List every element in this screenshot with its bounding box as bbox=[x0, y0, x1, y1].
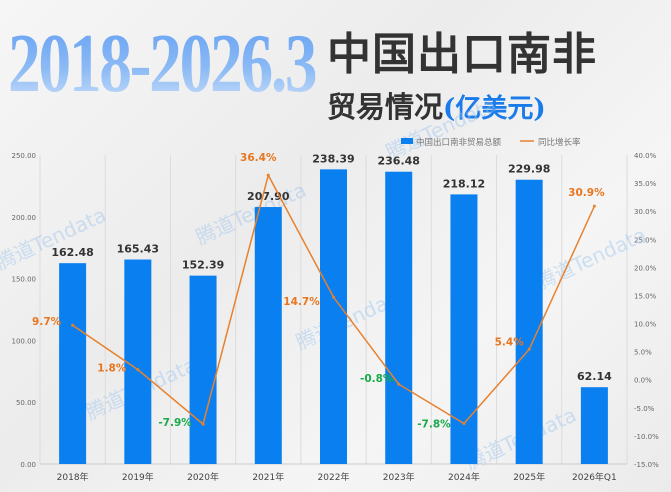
left-tick-label: 150.00 bbox=[12, 276, 37, 284]
left-tick-label: 200.00 bbox=[12, 214, 37, 222]
bar-value-label: 165.43 bbox=[117, 243, 159, 256]
right-tick-label: 10.0% bbox=[634, 321, 657, 329]
x-tick-label: 2025年 bbox=[513, 471, 545, 483]
right-tick-label: 0.0% bbox=[634, 377, 652, 385]
right-tick-label: -15.0% bbox=[634, 461, 659, 469]
x-tick-label: 2026年Q1 bbox=[572, 471, 617, 483]
right-tick-label: 30.0% bbox=[634, 208, 657, 216]
line-point bbox=[201, 422, 205, 426]
line-point bbox=[527, 347, 531, 351]
left-tick-label: 250.00 bbox=[12, 152, 37, 160]
left-tick-label: 100.00 bbox=[12, 337, 37, 345]
legend-bar-label: 中国出口南非贸易总额 bbox=[416, 137, 502, 148]
bar-value-label: 162.48 bbox=[51, 246, 93, 259]
line-point bbox=[71, 323, 75, 327]
x-tick-label: 2018年 bbox=[57, 471, 89, 483]
line-point bbox=[397, 382, 401, 386]
bar bbox=[450, 194, 478, 464]
line-value-label: 5.4% bbox=[495, 336, 525, 348]
right-tick-label: 20.0% bbox=[634, 264, 657, 272]
bar-value-label: 218.12 bbox=[443, 177, 485, 190]
bar bbox=[124, 259, 152, 464]
bar-value-label: 229.98 bbox=[508, 163, 550, 176]
line-value-label: 14.7% bbox=[283, 296, 320, 308]
line-point bbox=[462, 422, 466, 426]
right-tick-label: -5.0% bbox=[634, 405, 655, 413]
bar-value-label: 236.48 bbox=[377, 155, 419, 168]
unit-label: (亿美元) bbox=[443, 94, 546, 124]
bar-value-label: 152.39 bbox=[182, 259, 224, 272]
right-tick-label: 5.0% bbox=[634, 349, 652, 357]
line-value-label: 1.8% bbox=[97, 363, 127, 375]
bar bbox=[189, 275, 217, 464]
years-title: 2018-2026.3 bbox=[8, 14, 318, 114]
x-tick-label: 2020年 bbox=[187, 471, 219, 483]
page-title: 中国出口南非 bbox=[327, 29, 597, 80]
line-value-label: 36.4% bbox=[240, 152, 277, 164]
bar bbox=[59, 263, 87, 464]
line-value-label: 9.7% bbox=[32, 316, 62, 328]
line-point bbox=[136, 368, 140, 372]
right-tick-label: -10.0% bbox=[634, 433, 659, 441]
left-tick-label: 50.00 bbox=[16, 399, 36, 407]
x-tick-label: 2022年 bbox=[318, 471, 350, 483]
x-tick-label: 2024年 bbox=[448, 471, 480, 483]
right-tick-label: 25.0% bbox=[634, 236, 657, 244]
line-value-label: -0.8% bbox=[360, 373, 394, 385]
subtitle-text: 贸易情况 bbox=[327, 90, 444, 124]
right-tick-label: 35.0% bbox=[634, 180, 657, 188]
line-point bbox=[332, 295, 335, 299]
bar bbox=[254, 207, 282, 465]
bar bbox=[580, 387, 608, 464]
bar-value-label: 62.14 bbox=[577, 370, 612, 383]
left-tick-label: 0.00 bbox=[20, 461, 36, 469]
bar bbox=[515, 179, 543, 464]
bar-value-label: 207.90 bbox=[247, 190, 290, 203]
line-value-label: 30.9% bbox=[568, 187, 605, 199]
line-point bbox=[592, 204, 596, 208]
line-point bbox=[266, 173, 270, 177]
bar bbox=[385, 171, 413, 464]
right-tick-label: 40.0% bbox=[634, 152, 657, 160]
bar bbox=[320, 169, 347, 464]
page-subtitle: 贸易情况(亿美元) bbox=[327, 84, 546, 126]
legend-line-label: 同比增长率 bbox=[538, 137, 581, 148]
watermark: 腾道Tendata bbox=[532, 223, 650, 295]
x-tick-label: 2019年 bbox=[122, 471, 154, 483]
bar-value-label: 238.39 bbox=[312, 152, 354, 165]
line-value-label: -7.8% bbox=[417, 419, 451, 431]
x-tick-label: 2021年 bbox=[252, 471, 284, 483]
legend-bar-swatch bbox=[401, 138, 413, 144]
right-tick-label: 15.0% bbox=[634, 292, 657, 300]
line-value-label: -7.9% bbox=[158, 417, 192, 429]
x-tick-label: 2023年 bbox=[383, 471, 415, 483]
